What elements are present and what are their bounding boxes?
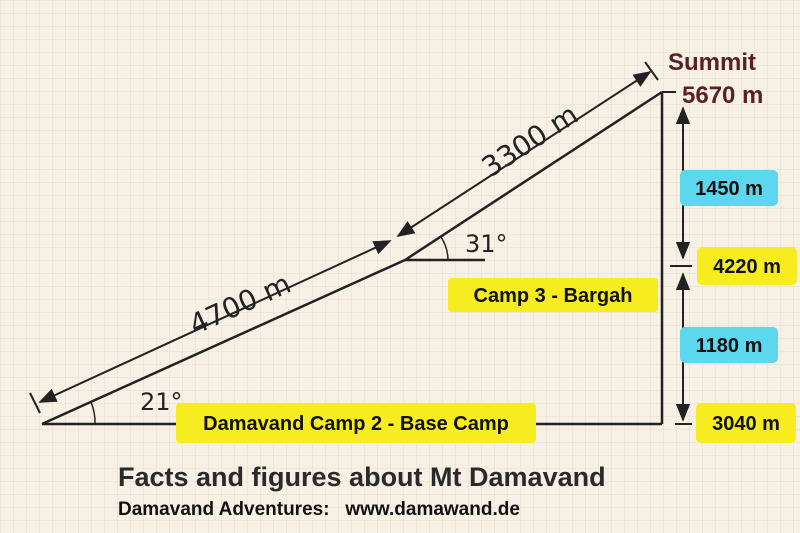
camp2-label-badge: [176, 403, 536, 443]
lower-slope-end-tick: [29, 392, 41, 414]
upper-angle: 31°: [465, 230, 508, 258]
footer-title: Facts and figures about Mt Damavand: [118, 462, 606, 492]
upper-angle-arc: [440, 236, 449, 261]
footer-credit: Damavand Adventures: www.damawand.de: [118, 499, 520, 520]
lower-height-diff: 1180 m: [696, 335, 763, 357]
summit-label: Summit: [668, 49, 756, 76]
upper-height-diff-badge: [680, 170, 778, 206]
lower-angle: 21°: [140, 388, 183, 416]
upper-slope-dimension: [396, 71, 652, 237]
camp2-altitude-badge: [696, 403, 796, 443]
lower-slope-dimension: [38, 240, 392, 403]
upper-slope-end-tick: [644, 61, 659, 81]
upper-height-diff: 1450 m: [695, 178, 763, 200]
camp2-label: Damavand Camp 2 - Base Camp: [203, 413, 509, 435]
summit-altitude: 5670 m: [682, 82, 763, 109]
lower-height-diff-badge: [680, 327, 778, 363]
camp3-label: Camp 3 - Bargah: [474, 285, 633, 307]
camp2-altitude: 3040 m: [712, 413, 780, 435]
camp3-label-badge: [448, 278, 658, 312]
camp3-altitude-badge: [697, 247, 797, 285]
camp3-altitude: 4220 m: [713, 256, 781, 278]
